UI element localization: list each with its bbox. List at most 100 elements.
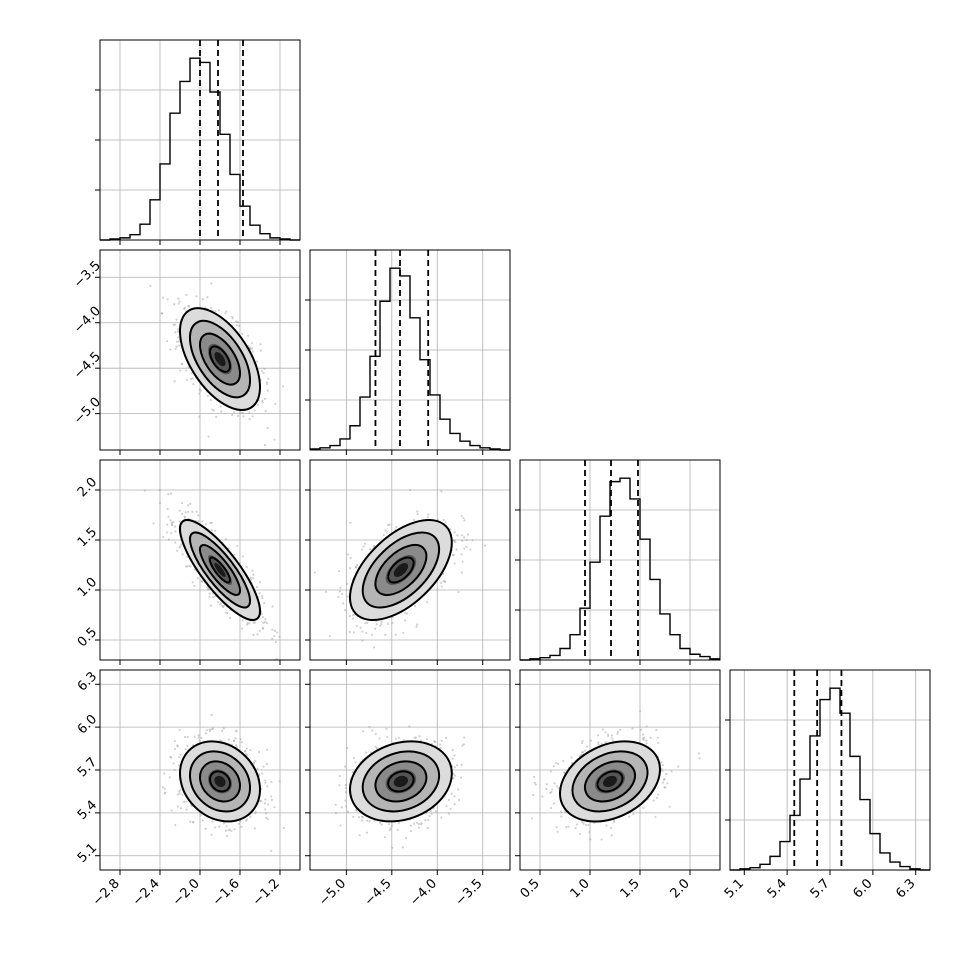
- sample-point: [144, 490, 146, 492]
- sample-point: [534, 782, 536, 784]
- sample-point: [174, 324, 176, 326]
- sample-point: [465, 539, 467, 541]
- sample-point: [256, 768, 258, 770]
- sample-point: [171, 524, 173, 526]
- sample-point: [210, 399, 212, 401]
- sample-point: [350, 557, 352, 559]
- sample-point: [233, 740, 235, 742]
- sample-point: [237, 415, 239, 417]
- sample-point: [416, 624, 418, 626]
- sample-point: [604, 731, 606, 733]
- sample-point: [167, 298, 169, 300]
- sample-point: [262, 628, 264, 630]
- sample-point: [211, 529, 213, 531]
- sample-point: [484, 544, 486, 546]
- sample-point: [168, 539, 170, 541]
- sample-point: [339, 587, 341, 589]
- sample-point: [463, 547, 465, 549]
- sample-point: [451, 793, 453, 795]
- sample-point: [345, 791, 347, 793]
- sample-point: [211, 821, 213, 823]
- sample-point: [576, 823, 578, 825]
- sample-point: [386, 531, 388, 533]
- sample-point: [389, 827, 391, 829]
- sample-point: [198, 736, 200, 738]
- sample-point: [178, 546, 180, 548]
- sample-point: [416, 510, 418, 512]
- sample-point: [164, 792, 166, 794]
- sample-point: [233, 828, 235, 830]
- sample-point: [174, 331, 176, 333]
- sample-point: [166, 531, 168, 533]
- sample-point: [202, 819, 204, 821]
- sample-point: [349, 615, 351, 617]
- sample-point: [170, 492, 172, 494]
- sample-point: [461, 571, 463, 573]
- sample-point: [471, 539, 473, 541]
- sample-point: [185, 294, 187, 296]
- sample-point: [249, 749, 251, 751]
- sample-point: [175, 318, 177, 320]
- sample-point: [256, 360, 258, 362]
- sample-point: [162, 297, 164, 299]
- sample-point: [417, 513, 419, 515]
- sample-point: [462, 517, 464, 519]
- sample-point: [210, 307, 212, 309]
- sample-point: [257, 404, 259, 406]
- sample-point: [181, 513, 183, 515]
- sample-point: [186, 745, 188, 747]
- sample-point: [185, 369, 187, 371]
- sample-point: [242, 415, 244, 417]
- sample-point: [167, 493, 169, 495]
- sample-point: [349, 522, 351, 524]
- sample-point: [380, 623, 382, 625]
- sample-point: [264, 808, 266, 810]
- sample-point: [214, 530, 216, 532]
- sample-point: [431, 813, 433, 815]
- sample-point: [273, 806, 275, 808]
- sample-point: [196, 511, 198, 513]
- sample-point: [177, 336, 179, 338]
- sample-point: [198, 416, 200, 418]
- sample-point: [256, 633, 258, 635]
- sample-point: [208, 588, 210, 590]
- sample-point: [405, 837, 407, 839]
- sample-point: [262, 616, 264, 618]
- sample-point: [210, 282, 212, 284]
- sample-point: [338, 784, 340, 786]
- sample-point: [365, 632, 367, 634]
- sample-point: [418, 735, 420, 737]
- sample-point: [440, 490, 442, 492]
- sample-point: [240, 738, 242, 740]
- sample-point: [366, 820, 368, 822]
- sample-point: [453, 754, 455, 756]
- sample-point: [356, 625, 358, 627]
- sample-point: [225, 611, 227, 613]
- sample-point: [440, 582, 442, 584]
- x-tick-label: 5.7: [808, 876, 833, 901]
- x-tick-label: 5.1: [722, 876, 747, 901]
- sample-point: [225, 825, 227, 827]
- sample-point: [337, 596, 339, 598]
- sample-point: [190, 378, 192, 380]
- sample-point: [218, 309, 220, 311]
- panel-content: [144, 489, 281, 660]
- sample-point: [205, 523, 207, 525]
- sample-point: [174, 769, 176, 771]
- sample-point: [388, 823, 390, 825]
- sample-point: [182, 553, 184, 555]
- sample-point: [174, 530, 176, 532]
- sample-point: [211, 834, 213, 836]
- sample-point: [410, 825, 412, 827]
- sample-point: [677, 765, 679, 767]
- sample-point: [209, 522, 211, 524]
- sample-point: [585, 824, 587, 826]
- sample-point: [270, 850, 272, 852]
- sample-point: [178, 790, 180, 792]
- y-tick-label: 6.3: [75, 669, 100, 694]
- sample-point: [177, 330, 179, 332]
- sample-point: [226, 835, 228, 837]
- sample-point: [162, 786, 164, 788]
- sample-point: [584, 750, 586, 752]
- sample-point: [161, 312, 163, 314]
